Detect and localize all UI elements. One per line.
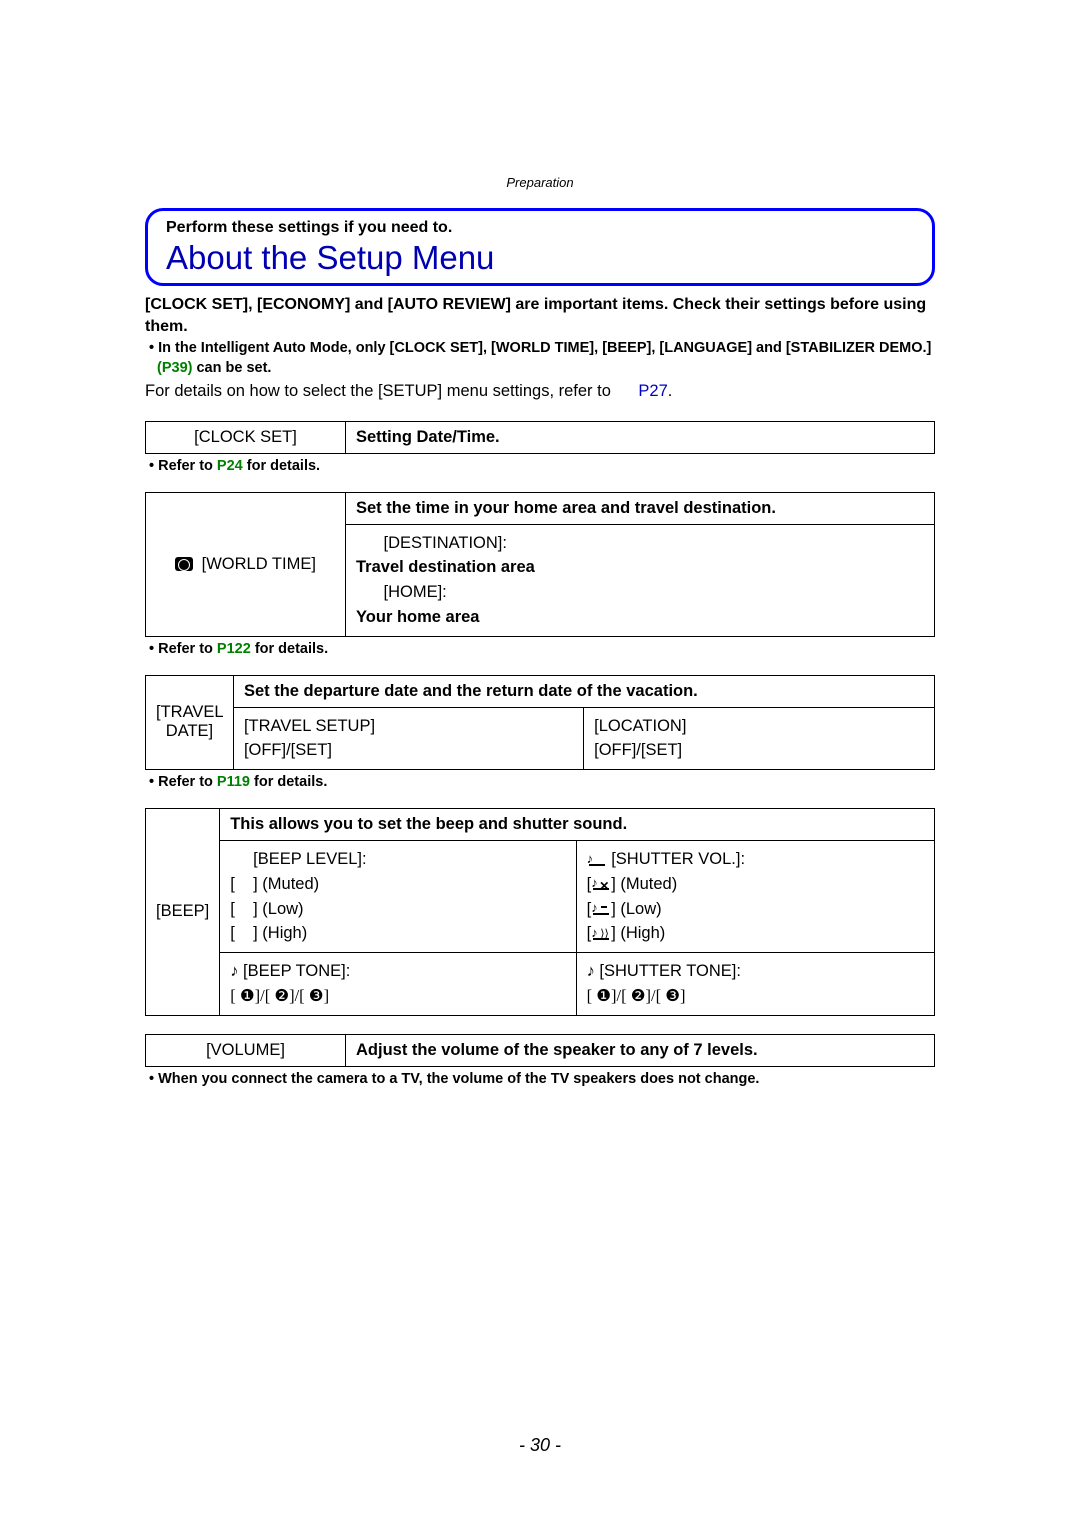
intro-body: For details on how to select the [SETUP]… <box>145 380 935 402</box>
home-desc: Your home area <box>356 608 479 626</box>
shutter-icon <box>587 853 607 867</box>
shutter-high-icon: ⟩⟩ <box>591 927 611 941</box>
travel-date-label: [TRAVEL DATE] <box>146 675 234 770</box>
beep-muted: [ ] (Muted) <box>230 875 319 893</box>
refer-pre: • Refer to <box>149 458 217 474</box>
intro-body-pre: For details on how to select the [SETUP]… <box>145 382 615 400</box>
beep-tone-opts: [ ❶]/[ ❷]/[ ❸] <box>230 986 329 1005</box>
shutter-vol-cell: [SHUTTER VOL.]: [✕] (Muted) [] (Low) [⟩⟩… <box>576 841 934 953</box>
refer-post: for details. <box>243 458 320 474</box>
intro-warning: [CLOCK SET], [ECONOMY] and [AUTO REVIEW]… <box>145 294 935 337</box>
world-time-body: [DESTINATION]: Travel destination area [… <box>346 524 935 636</box>
beep-high: [ ] (High) <box>230 924 307 942</box>
refer-post: for details. <box>251 641 328 657</box>
beep-low: [ ] (Low) <box>230 900 303 918</box>
intro-body-post: . <box>668 382 673 400</box>
location-label: [LOCATION] <box>594 717 686 735</box>
destination-label: [DESTINATION]: <box>384 534 507 552</box>
shutter-tone-cell: ♪ [SHUTTER TONE]: [ ❶]/[ ❷]/[ ❸] <box>576 953 934 1016</box>
travel-date-refer: • Refer to P119 for details. <box>145 774 935 790</box>
page-number: - 30 - <box>0 1435 1080 1456</box>
shutter-tone-label: [SHUTTER TONE]: <box>595 962 741 980</box>
shutter-mute-icon: ✕ <box>591 877 611 891</box>
shutter-high: ] (High) <box>611 924 665 942</box>
beep-table: [BEEP] This allows you to set the beep a… <box>145 808 935 1016</box>
refer-pre: • Refer to <box>149 641 217 657</box>
location-cell: [LOCATION] [OFF]/[SET] <box>584 707 935 770</box>
section-header: Preparation <box>145 175 935 190</box>
link-p119[interactable]: P119 <box>217 774 250 790</box>
clock-set-table: [CLOCK SET] Setting Date/Time. <box>145 421 935 454</box>
beep-tone-label: [BEEP TONE]: <box>238 962 350 980</box>
volume-desc: Adjust the volume of the speaker to any … <box>346 1034 935 1066</box>
refer-pre: • Refer to <box>149 774 217 790</box>
link-p27[interactable]: P27 <box>638 382 667 400</box>
destination-desc: Travel destination area <box>356 558 535 576</box>
world-time-table: [WORLD TIME] Set the time in your home a… <box>145 492 935 637</box>
volume-label: [VOLUME] <box>146 1034 346 1066</box>
shutter-low-icon <box>591 902 611 916</box>
world-time-header: Set the time in your home area and trave… <box>346 492 935 524</box>
title-subtitle: Perform these settings if you need to. <box>166 219 914 237</box>
beep-label: [BEEP] <box>146 809 220 1016</box>
link-p39[interactable]: (P39) <box>157 360 192 376</box>
page-title: About the Setup Menu <box>166 239 914 277</box>
world-time-refer: • Refer to P122 for details. <box>145 641 935 657</box>
refer-post: for details. <box>250 774 327 790</box>
travel-date-table: [TRAVEL DATE] Set the departure date and… <box>145 675 935 771</box>
intro-bullet-pre: • In the Intelligent Auto Mode, only [CL… <box>149 340 931 356</box>
world-time-label: [WORLD TIME] <box>202 555 316 573</box>
shutter-vol-label: [SHUTTER VOL.]: <box>611 850 745 868</box>
beep-header: This allows you to set the beep and shut… <box>220 809 935 841</box>
clock-set-refer: • Refer to P24 for details. <box>145 458 935 474</box>
shutter-tone-opts: [ ❶]/[ ❷]/[ ❸] <box>587 986 686 1005</box>
beep-tone-cell: ♪ [BEEP TONE]: [ ❶]/[ ❷]/[ ❸] <box>220 953 576 1016</box>
link-p24[interactable]: P24 <box>217 458 243 474</box>
home-label: [HOME]: <box>384 583 447 601</box>
clock-set-desc: Setting Date/Time. <box>346 421 935 453</box>
beep-level-cell: [BEEP LEVEL]: [ ] (Muted) [ ] (Low) [ ] … <box>220 841 576 953</box>
link-p122[interactable]: P122 <box>217 641 251 657</box>
shutter-low: ] (Low) <box>611 900 661 918</box>
world-time-label-cell: [WORLD TIME] <box>146 492 346 636</box>
intro-bullet: • In the Intelligent Auto Mode, only [CL… <box>145 339 935 378</box>
location-opts: [OFF]/[SET] <box>594 741 682 759</box>
globe-icon <box>175 557 193 571</box>
intro-bullet-post: can be set. <box>192 360 271 376</box>
volume-note: • When you connect the camera to a TV, t… <box>145 1071 935 1087</box>
beep-level-label: [BEEP LEVEL]: <box>253 850 366 868</box>
travel-setup-label: [TRAVEL SETUP] <box>244 717 375 735</box>
clock-set-label: [CLOCK SET] <box>146 421 346 453</box>
travel-setup-opts: [OFF]/[SET] <box>244 741 332 759</box>
volume-table: [VOLUME] Adjust the volume of the speake… <box>145 1034 935 1067</box>
travel-date-header: Set the departure date and the return da… <box>233 675 934 707</box>
shutter-muted: ] (Muted) <box>611 875 677 893</box>
title-box: Perform these settings if you need to. A… <box>145 208 935 286</box>
travel-setup-cell: [TRAVEL SETUP] [OFF]/[SET] <box>233 707 583 770</box>
